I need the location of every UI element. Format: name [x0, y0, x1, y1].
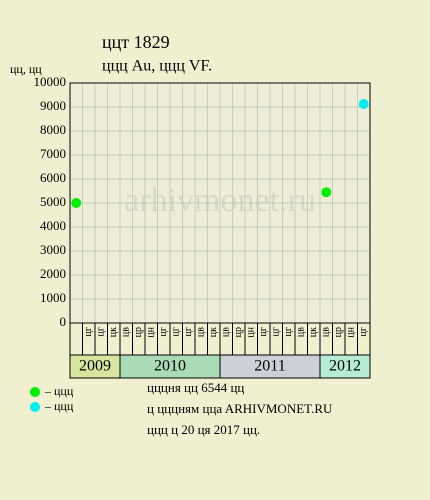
data-point: [358, 99, 369, 109]
x-tick-label: цк: [308, 327, 319, 337]
month-cell: [357, 322, 371, 356]
x-tick-label: цр: [133, 327, 144, 337]
y-tick-label: 3000: [40, 242, 66, 257]
legend-marker: [30, 402, 40, 412]
y-tick-label: 0: [60, 314, 67, 329]
x-tick-label: цг: [258, 327, 269, 336]
x-tick-label: цр: [233, 327, 244, 337]
legend-marker: [30, 387, 40, 397]
x-tick-label: цн: [146, 326, 157, 337]
chart-title: ццт 1829: [102, 32, 170, 52]
year-label: 2012: [329, 358, 361, 375]
y-tick-label: 9000: [40, 98, 66, 113]
x-tick-label: цг: [171, 327, 182, 336]
y-tick-label: 4000: [40, 218, 66, 233]
x-tick-label: цг: [183, 327, 194, 336]
x-tick-label: цв: [221, 327, 232, 337]
x-tick-label: цг: [271, 327, 282, 336]
footer-line: ц цццням ццa ARHIVMONET.RU: [147, 401, 333, 416]
x-tick-label: цв: [196, 327, 207, 337]
x-tick-label: цв: [296, 327, 307, 337]
chart-subtitle: ццц Au, ццц VF.: [102, 58, 212, 75]
x-tick-label: цв: [321, 327, 332, 337]
y-axis-label: цц, цц: [10, 62, 42, 76]
data-point: [71, 198, 82, 208]
legend-label: – ццц: [44, 384, 74, 398]
x-tick-label: цг: [283, 327, 294, 336]
x-tick-label: цг: [83, 327, 94, 336]
x-tick-label: цг: [96, 327, 107, 336]
x-tick-label: цн: [346, 326, 357, 337]
x-tick-label: цг: [358, 327, 369, 336]
x-tick-label: цг: [158, 327, 169, 336]
year-label: 2011: [254, 358, 285, 375]
y-tick-label: 1000: [40, 290, 66, 305]
data-point: [321, 187, 332, 198]
footer-line: цццня цц 6544 цц: [147, 380, 244, 395]
legend-label: – ццц: [44, 399, 74, 413]
y-tick-label: 6000: [40, 170, 66, 185]
y-tick-label: 2000: [40, 266, 66, 281]
x-tick-label: цк: [208, 327, 219, 337]
year-label: 2010: [154, 358, 186, 375]
y-tick-label: 10000: [34, 74, 67, 89]
y-tick-label: 8000: [40, 122, 66, 137]
y-tick-label: 5000: [40, 194, 66, 209]
y-tick-label: 7000: [40, 146, 66, 161]
year-label: 2009: [79, 358, 111, 375]
footer-line: ццц ц 20 ця 2017 цц.: [147, 422, 260, 437]
x-tick-label: цр: [333, 327, 344, 337]
x-tick-label: цн: [246, 326, 257, 337]
x-tick-label: цв: [121, 327, 132, 337]
x-tick-label: цк: [108, 327, 119, 337]
